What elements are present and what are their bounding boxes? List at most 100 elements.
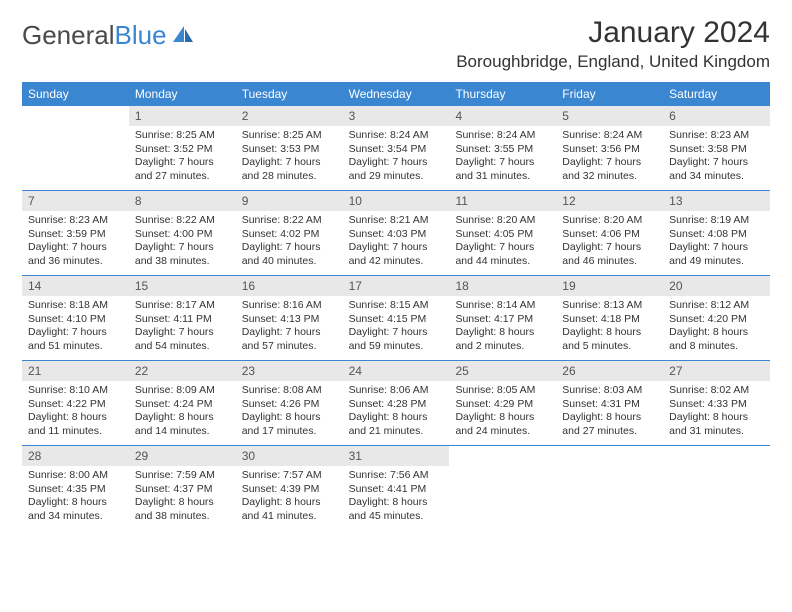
sunset-text: Sunset: 3:52 PM [135,143,230,157]
day-number: 5 [556,106,663,126]
day-content: Sunrise: 8:19 AMSunset: 4:08 PMDaylight:… [663,211,770,274]
sunset-text: Sunset: 4:03 PM [349,228,444,242]
calendar-day-cell: 25Sunrise: 8:05 AMSunset: 4:29 PMDayligh… [449,361,556,445]
sunrise-text: Sunrise: 8:08 AM [242,384,337,398]
sunset-text: Sunset: 4:31 PM [562,398,657,412]
daylight-text: Daylight: 7 hours and 32 minutes. [562,156,657,183]
day-content: Sunrise: 8:05 AMSunset: 4:29 PMDaylight:… [449,381,556,444]
calendar-day-cell: 19Sunrise: 8:13 AMSunset: 4:18 PMDayligh… [556,276,663,360]
day-number: 9 [236,191,343,211]
weekday-header: Saturday [663,82,770,106]
sunset-text: Sunset: 4:29 PM [455,398,550,412]
sunrise-text: Sunrise: 8:15 AM [349,299,444,313]
sunset-text: Sunset: 3:58 PM [669,143,764,157]
sunrise-text: Sunrise: 8:24 AM [349,129,444,143]
day-number: 31 [343,446,450,466]
sunset-text: Sunset: 3:59 PM [28,228,123,242]
daylight-text: Daylight: 8 hours and 2 minutes. [455,326,550,353]
sunrise-text: Sunrise: 7:59 AM [135,469,230,483]
calendar-day-cell: 3Sunrise: 8:24 AMSunset: 3:54 PMDaylight… [343,106,450,190]
day-content: Sunrise: 8:25 AMSunset: 3:52 PMDaylight:… [129,126,236,189]
day-number: 16 [236,276,343,296]
sunset-text: Sunset: 4:02 PM [242,228,337,242]
day-number: 3 [343,106,450,126]
logo-text-2: Blue [115,20,167,51]
sunset-text: Sunset: 4:41 PM [349,483,444,497]
calendar-day-cell: 4Sunrise: 8:24 AMSunset: 3:55 PMDaylight… [449,106,556,190]
daylight-text: Daylight: 8 hours and 45 minutes. [349,496,444,523]
sunrise-text: Sunrise: 8:21 AM [349,214,444,228]
day-number [449,446,556,452]
day-content: Sunrise: 8:08 AMSunset: 4:26 PMDaylight:… [236,381,343,444]
sunrise-text: Sunrise: 8:05 AM [455,384,550,398]
sunrise-text: Sunrise: 8:22 AM [242,214,337,228]
calendar-day-cell: 16Sunrise: 8:16 AMSunset: 4:13 PMDayligh… [236,276,343,360]
sunset-text: Sunset: 4:05 PM [455,228,550,242]
sunrise-text: Sunrise: 8:16 AM [242,299,337,313]
daylight-text: Daylight: 8 hours and 21 minutes. [349,411,444,438]
day-number: 27 [663,361,770,381]
day-content: Sunrise: 8:23 AMSunset: 3:59 PMDaylight:… [22,211,129,274]
calendar-week-row: 14Sunrise: 8:18 AMSunset: 4:10 PMDayligh… [22,276,770,361]
sunrise-text: Sunrise: 7:56 AM [349,469,444,483]
calendar-day-cell: 15Sunrise: 8:17 AMSunset: 4:11 PMDayligh… [129,276,236,360]
calendar-day-cell: 8Sunrise: 8:22 AMSunset: 4:00 PMDaylight… [129,191,236,275]
weekday-header: Sunday [22,82,129,106]
daylight-text: Daylight: 7 hours and 29 minutes. [349,156,444,183]
sunrise-text: Sunrise: 8:20 AM [455,214,550,228]
sunrise-text: Sunrise: 8:20 AM [562,214,657,228]
day-number: 19 [556,276,663,296]
day-content: Sunrise: 8:24 AMSunset: 3:56 PMDaylight:… [556,126,663,189]
daylight-text: Daylight: 8 hours and 34 minutes. [28,496,123,523]
sunset-text: Sunset: 4:06 PM [562,228,657,242]
sunrise-text: Sunrise: 8:22 AM [135,214,230,228]
sunrise-text: Sunrise: 8:14 AM [455,299,550,313]
sunset-text: Sunset: 4:10 PM [28,313,123,327]
day-number: 28 [22,446,129,466]
calendar-day-cell: 26Sunrise: 8:03 AMSunset: 4:31 PMDayligh… [556,361,663,445]
weekday-header: Thursday [449,82,556,106]
daylight-text: Daylight: 7 hours and 49 minutes. [669,241,764,268]
day-number: 8 [129,191,236,211]
day-number: 12 [556,191,663,211]
sunrise-text: Sunrise: 8:25 AM [135,129,230,143]
sunset-text: Sunset: 4:26 PM [242,398,337,412]
daylight-text: Daylight: 7 hours and 51 minutes. [28,326,123,353]
sunset-text: Sunset: 4:17 PM [455,313,550,327]
location: Boroughbridge, England, United Kingdom [456,52,770,72]
daylight-text: Daylight: 8 hours and 24 minutes. [455,411,550,438]
calendar-day-cell: 12Sunrise: 8:20 AMSunset: 4:06 PMDayligh… [556,191,663,275]
sunrise-text: Sunrise: 8:06 AM [349,384,444,398]
calendar-day-cell: 20Sunrise: 8:12 AMSunset: 4:20 PMDayligh… [663,276,770,360]
calendar-day-cell [556,446,663,530]
calendar-day-cell: 2Sunrise: 8:25 AMSunset: 3:53 PMDaylight… [236,106,343,190]
sunrise-text: Sunrise: 8:03 AM [562,384,657,398]
calendar-day-cell: 10Sunrise: 8:21 AMSunset: 4:03 PMDayligh… [343,191,450,275]
calendar-day-cell: 21Sunrise: 8:10 AMSunset: 4:22 PMDayligh… [22,361,129,445]
day-content: Sunrise: 8:22 AMSunset: 4:02 PMDaylight:… [236,211,343,274]
sunrise-text: Sunrise: 8:13 AM [562,299,657,313]
day-number: 20 [663,276,770,296]
daylight-text: Daylight: 8 hours and 31 minutes. [669,411,764,438]
day-content: Sunrise: 8:24 AMSunset: 3:54 PMDaylight:… [343,126,450,189]
day-content: Sunrise: 8:25 AMSunset: 3:53 PMDaylight:… [236,126,343,189]
header: GeneralBlue January 2024 Boroughbridge, … [22,16,770,72]
day-number: 4 [449,106,556,126]
day-number: 6 [663,106,770,126]
calendar-week-row: 21Sunrise: 8:10 AMSunset: 4:22 PMDayligh… [22,361,770,446]
sunset-text: Sunset: 4:35 PM [28,483,123,497]
day-number: 13 [663,191,770,211]
sunrise-text: Sunrise: 7:57 AM [242,469,337,483]
calendar-grid: 1Sunrise: 8:25 AMSunset: 3:52 PMDaylight… [22,106,770,530]
day-number: 23 [236,361,343,381]
weekday-header: Monday [129,82,236,106]
logo: GeneralBlue [22,20,197,51]
day-content: Sunrise: 8:14 AMSunset: 4:17 PMDaylight:… [449,296,556,359]
day-number: 22 [129,361,236,381]
calendar-day-cell: 1Sunrise: 8:25 AMSunset: 3:52 PMDaylight… [129,106,236,190]
day-content: Sunrise: 8:16 AMSunset: 4:13 PMDaylight:… [236,296,343,359]
calendar-week-row: 7Sunrise: 8:23 AMSunset: 3:59 PMDaylight… [22,191,770,276]
sunset-text: Sunset: 3:54 PM [349,143,444,157]
daylight-text: Daylight: 7 hours and 54 minutes. [135,326,230,353]
day-content: Sunrise: 7:56 AMSunset: 4:41 PMDaylight:… [343,466,450,529]
